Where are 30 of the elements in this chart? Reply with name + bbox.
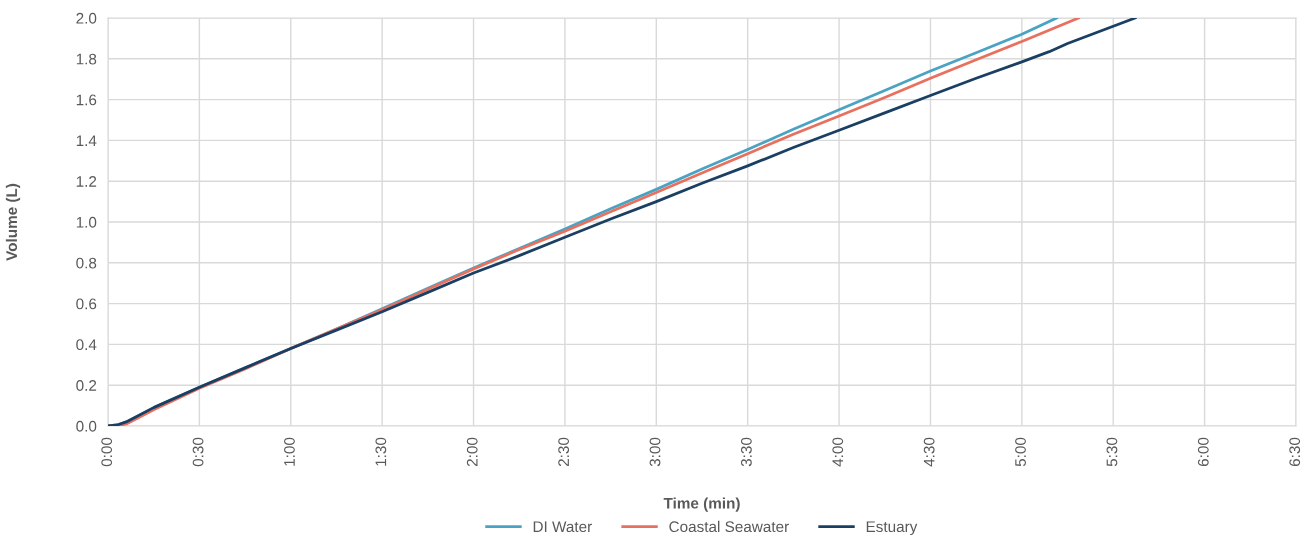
y-axis-title: Volume (L)	[5, 183, 21, 261]
y-tick-label: 0.0	[76, 420, 97, 432]
x-tick-label: 6:00	[1197, 437, 1209, 467]
x-axis-title: Time (min)	[663, 497, 740, 512]
y-tick-label: 1.6	[76, 94, 97, 106]
x-tick-label: 1:30	[375, 437, 387, 466]
x-tick-label: 0:00	[101, 437, 113, 467]
x-tick-label: 2:00	[466, 437, 478, 467]
x-tick-label: 5:00	[1015, 437, 1026, 467]
x-tick-label: 3:00	[649, 437, 661, 467]
x-tick-label: 2:30	[558, 437, 570, 467]
x-tick-label: 5:30	[1106, 437, 1118, 467]
x-tick-label: 6:30	[1289, 437, 1301, 467]
x-tick-label: 4:30	[923, 437, 935, 467]
legend-label: Coastal Seawater	[669, 520, 789, 533]
y-tick-label: 0.4	[76, 339, 97, 351]
legend-label: Estuary	[866, 521, 918, 536]
y-tick-label: 1.8	[76, 53, 97, 65]
y-tick-label: 1.4	[76, 135, 97, 146]
y-tick-label: 0.2	[76, 380, 97, 391]
y-tick-label: 1.0	[76, 216, 97, 228]
x-tick-label: 4:00	[832, 437, 844, 467]
x-tick-label: 1:00	[284, 437, 295, 466]
y-tick-label: 2.0	[76, 12, 97, 24]
x-tick-label: 3:30	[740, 437, 752, 467]
legend-label: DI Water	[533, 521, 592, 533]
y-tick-label: 0.6	[76, 298, 97, 310]
y-tick-label: 1.2	[76, 176, 97, 187]
y-tick-label: 0.8	[76, 257, 97, 269]
x-tick-label: 0:30	[192, 437, 204, 467]
